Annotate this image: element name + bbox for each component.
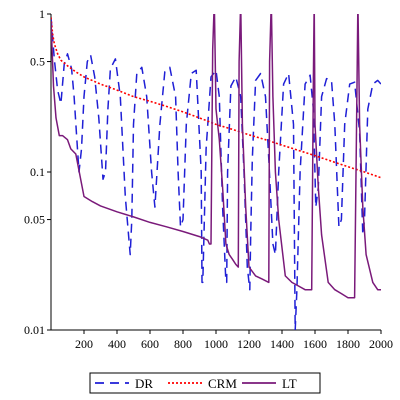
x-tick-label: 1000 [204,337,228,351]
x-tick-group: 200 400 600 800 1000 1200 1400 1600 1800 2000 [75,330,393,351]
series-layer [51,14,381,330]
y-tick-group: 0.01 0.05 0.1 0.5 1 [24,7,51,337]
legend-items: DR CRM LT [95,376,297,391]
x-tick-label: 1600 [303,337,327,351]
x-tick-label: 1200 [237,337,261,351]
legend-box [89,372,321,394]
series-line-dr [51,17,381,330]
series-line-crm [51,17,381,179]
legend-label-dr: DR [135,376,153,391]
legend-label-lt: LT [282,376,297,391]
y-tick-label: 1 [39,7,45,21]
y-tick-label: 0.5 [30,55,45,69]
series-line-lt [51,14,381,299]
y-tick-label: 0.01 [24,323,45,337]
x-tick-label: 600 [141,337,159,351]
x-tick-label: 800 [174,337,192,351]
x-tick-label: 200 [75,337,93,351]
x-tick-label: 1400 [270,337,294,351]
x-tick-label: 1800 [336,337,360,351]
y-tick-label: 0.05 [24,213,45,227]
y-tick-label: 0.1 [30,165,45,179]
legend: DR CRM LT [89,372,321,394]
x-tick-label: 2000 [369,337,393,351]
legend-label-crm: CRM [208,376,237,391]
x-tick-label: 400 [108,337,126,351]
axes: 200 400 600 800 1000 1200 1400 1600 1800 2000 0.0… [24,7,393,351]
